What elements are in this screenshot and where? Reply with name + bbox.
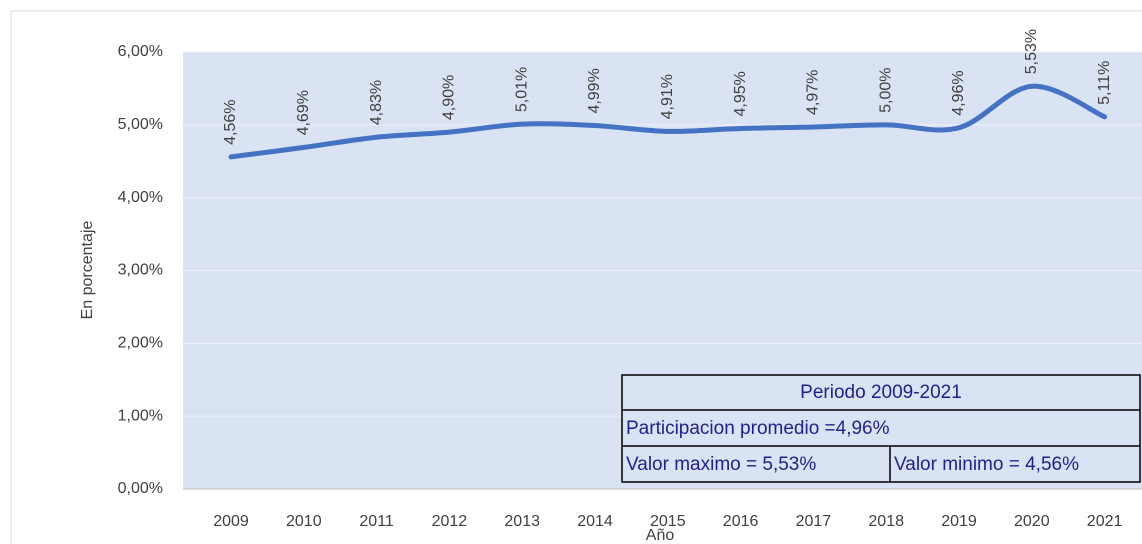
x-axis-label: Año	[646, 527, 675, 544]
x-tick-label: 2019	[941, 513, 977, 530]
data-label: 5,01%	[513, 67, 530, 112]
x-tick-label: 2020	[1014, 513, 1050, 530]
data-label: 5,53%	[1023, 29, 1040, 74]
y-tick-label: 5,00%	[118, 116, 163, 133]
data-label: 4,56%	[222, 100, 239, 145]
data-label: 4,96%	[950, 70, 967, 115]
data-label: 4,95%	[732, 71, 749, 116]
annotation-box	[621, 374, 1141, 483]
data-label: 4,90%	[441, 75, 458, 120]
annotation-text: Participacion promedio =4,96%	[626, 418, 890, 439]
x-tick-label: 2021	[1087, 513, 1123, 530]
line-series	[228, 83, 1108, 160]
x-tick-label: 2017	[796, 513, 832, 530]
y-tick-label: 6,00%	[118, 43, 163, 60]
annotation-text: Valor minimo = 4,56%	[894, 454, 1079, 475]
annotation-title: Periodo 2009-2021	[800, 382, 962, 403]
x-tick-label: 2012	[432, 513, 468, 530]
y-tick-label: 0,00%	[118, 480, 163, 497]
x-tick-label: 2016	[723, 513, 759, 530]
data-label: 4,69%	[295, 90, 312, 135]
annotation-text: Valor maximo = 5,53%	[626, 454, 816, 475]
x-tick-label: 2010	[286, 513, 322, 530]
data-label: 4,97%	[805, 70, 822, 115]
x-tick-label: 2015	[650, 513, 686, 530]
chart-frame	[10, 10, 1142, 544]
data-label: 5,00%	[877, 67, 894, 112]
y-tick-label: 3,00%	[118, 262, 163, 279]
y-tick-label: 4,00%	[118, 189, 163, 206]
data-label: 4,99%	[586, 68, 603, 113]
y-axis-label: En porcentaje	[79, 221, 96, 320]
x-tick-label: 2018	[868, 513, 904, 530]
data-label: 4,91%	[659, 74, 676, 119]
y-tick-label: 1,00%	[118, 407, 163, 424]
x-tick-label: 2011	[359, 513, 394, 530]
x-tick-label: 2013	[504, 513, 540, 530]
y-tick-label: 2,00%	[118, 335, 163, 352]
x-tick-label: 2014	[577, 513, 613, 530]
data-label: 4,83%	[368, 80, 385, 125]
x-tick-label: 2009	[213, 513, 249, 530]
data-label: 5,11%	[1096, 61, 1113, 105]
